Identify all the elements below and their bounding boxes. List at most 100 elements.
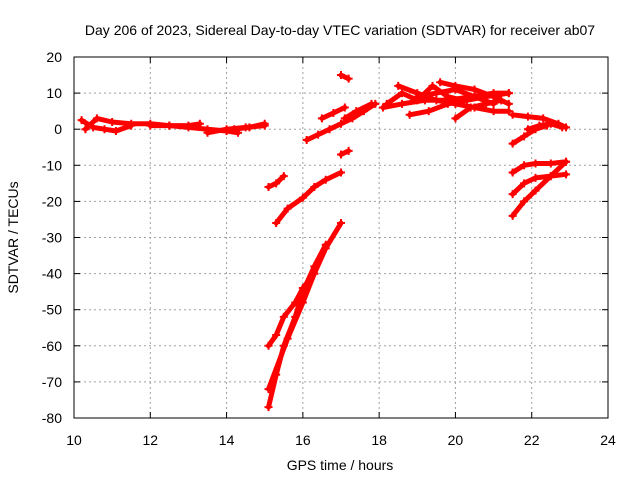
y-tick-label: -40 [42,266,62,282]
x-tick-label: 10 [66,432,82,448]
y-tick-label: -80 [42,410,62,426]
data-point [272,219,281,228]
y-tick-label: 20 [46,49,62,65]
data-point [310,262,319,271]
data-point [520,179,529,188]
data-point [340,114,349,123]
data-point [325,125,334,134]
data-point [367,99,376,108]
series-track-9 [264,172,288,191]
data-point [92,114,101,123]
data-point [504,99,513,108]
data-point [531,186,540,195]
data-point [546,172,555,181]
data-point [298,193,307,202]
data-point [531,173,540,182]
x-tick-label: 16 [295,432,311,448]
data-point [436,78,445,87]
data-point [264,341,273,350]
data-point [508,190,517,199]
y-tick-label: -60 [42,338,62,354]
data-point [184,123,193,132]
data-point [165,121,174,130]
data-point [340,103,349,112]
data-point [470,85,479,94]
y-tick-label: -10 [42,157,62,173]
data-point [298,287,307,296]
y-axis-label: SDTVAR / TECUs [5,181,21,293]
data-point [562,157,571,166]
series-track-12 [317,103,349,123]
data-point [329,108,338,117]
data-point [489,107,498,116]
data-point [466,103,475,112]
y-tick-label: -50 [42,302,62,318]
data-point [520,132,529,141]
data-point [272,179,281,188]
x-tick-label: 12 [142,432,158,448]
data-point [462,96,471,105]
data-point [203,128,212,137]
data-point [317,114,326,123]
data-point [424,107,433,116]
x-tick-label: 20 [448,432,464,448]
series-track-8 [264,240,330,412]
chart-title: Day 206 of 2023, Sidereal Day-to-day VTE… [85,22,595,38]
data-point [413,92,422,101]
data-point [279,312,288,321]
series-line [452,97,504,121]
data-point [264,403,273,412]
data-point [531,159,540,168]
data-point [523,112,532,121]
series-track-22 [451,96,506,123]
data-point [222,125,231,134]
x-tick-label: 24 [600,432,616,448]
y-tick-label: -70 [42,374,62,390]
data-point [394,81,403,90]
data-point [260,119,269,128]
data-point [451,81,460,90]
data-point [81,125,90,134]
data-point [443,99,452,108]
y-tick-label: 10 [46,85,62,101]
series-track-25 [523,119,567,134]
series-track-15 [340,99,376,123]
data-point [398,99,407,108]
y-tick-label: 0 [54,121,62,137]
data-point [108,117,117,126]
data-point [337,119,345,128]
axis-ticks: 10 12 14 16 18 20 22 24 20 10 0 -10 -20 -30 -40 -50 -60 -… [42,49,616,448]
data-point [77,116,86,125]
data-point [520,161,529,170]
y-tick-label: -20 [42,193,62,209]
data-point [451,114,460,123]
data-point [508,168,517,177]
data-point [508,110,517,119]
series-track-26 [508,157,571,177]
x-axis-label: GPS time / hours [287,457,394,473]
data-point [405,110,414,119]
data-point [321,175,330,184]
data-point [539,114,548,123]
data-point [481,99,490,108]
data-point [264,182,273,191]
series-track-28 [508,157,571,220]
data-point [428,81,437,90]
data-point [535,121,544,130]
x-tick-label: 14 [219,432,235,448]
data-point [489,92,498,101]
data-point [344,74,353,83]
data-point [111,127,120,136]
data-point [272,370,281,379]
series-track-13 [337,71,353,83]
data-point [378,103,387,112]
data-point [314,130,323,139]
data-point [230,125,239,134]
data-point [352,107,361,116]
x-tick-label: 22 [524,432,540,448]
data-point [546,119,555,128]
series-line [273,170,344,226]
series-line [525,121,565,132]
data-point [279,341,288,350]
